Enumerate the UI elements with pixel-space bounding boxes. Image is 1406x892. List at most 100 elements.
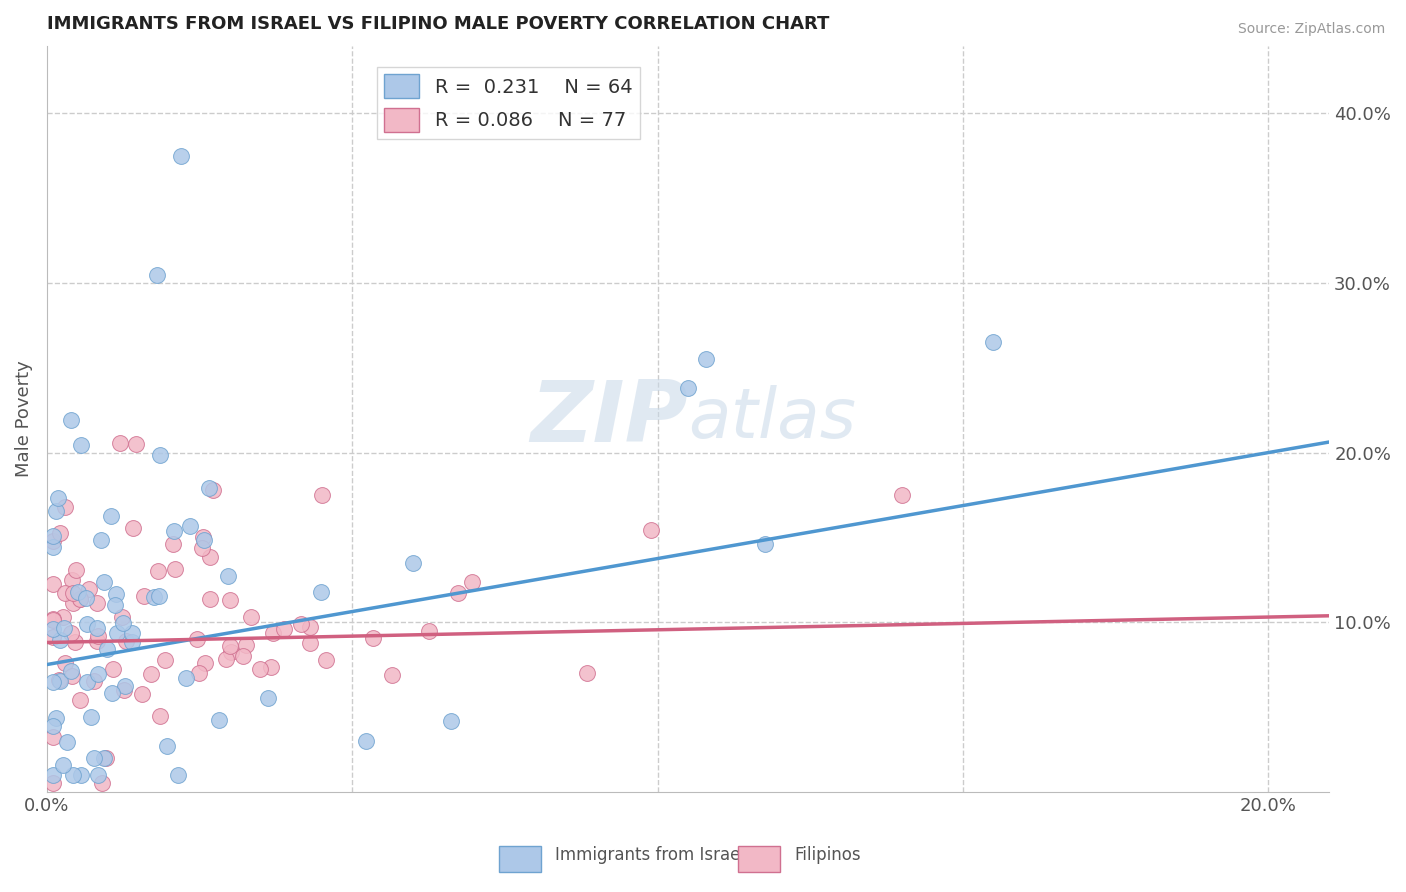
Point: [101, 686, 124, 700]
Point: [149, 448, 172, 462]
Point: [112, 683, 135, 698]
Point: [69, 693, 91, 707]
Point: [299, 620, 322, 634]
Point: [62, 768, 84, 782]
Point: [166, 768, 188, 782]
Point: [890, 488, 912, 502]
Point: [162, 537, 184, 551]
Point: [48, 673, 70, 688]
Point: [48, 673, 70, 688]
Point: [695, 352, 717, 367]
Point: [60, 413, 83, 427]
Point: [165, 562, 187, 576]
Point: [42, 630, 65, 644]
Point: [640, 523, 662, 537]
Point: [42, 622, 65, 636]
Point: [42, 718, 65, 732]
Point: [101, 662, 124, 676]
Point: [42, 674, 65, 689]
Point: [149, 708, 172, 723]
Point: [80, 710, 103, 724]
Point: [208, 713, 231, 727]
Point: [290, 617, 312, 632]
Point: [42, 577, 65, 591]
Point: [67, 585, 90, 599]
Point: [52, 609, 75, 624]
Point: [53, 586, 76, 600]
Text: ZIP: ZIP: [530, 377, 688, 460]
Point: [298, 636, 321, 650]
Point: [51, 757, 73, 772]
Point: [754, 536, 776, 550]
Point: [46, 491, 69, 506]
Point: [256, 691, 278, 706]
Point: [93, 575, 115, 590]
Point: [53, 500, 76, 514]
Point: [232, 648, 254, 663]
Point: [100, 509, 122, 524]
Point: [87, 768, 110, 782]
Point: [186, 632, 208, 647]
Text: Immigrants from Israel: Immigrants from Israel: [555, 847, 745, 864]
Point: [86, 629, 108, 643]
Point: [49, 526, 72, 541]
Point: [201, 483, 224, 498]
Point: [418, 624, 440, 639]
Point: [179, 519, 201, 533]
Point: [217, 568, 239, 582]
Point: [93, 751, 115, 765]
Point: [87, 667, 110, 681]
Y-axis label: Male Poverty: Male Poverty: [15, 360, 32, 477]
Point: [170, 149, 193, 163]
Point: [194, 656, 217, 670]
Point: [575, 665, 598, 680]
Point: [59, 664, 82, 678]
Point: [86, 621, 108, 635]
Point: [215, 651, 238, 665]
Point: [125, 436, 148, 450]
Point: [42, 730, 65, 744]
Point: [65, 563, 87, 577]
Point: [75, 591, 97, 606]
Point: [121, 626, 143, 640]
Point: [440, 714, 463, 728]
Point: [83, 674, 105, 689]
Point: [56, 735, 79, 749]
Point: [311, 585, 333, 599]
Text: atlas: atlas: [688, 385, 856, 452]
Point: [131, 687, 153, 701]
Point: [198, 481, 221, 495]
Point: [90, 533, 112, 548]
Point: [260, 660, 283, 674]
Point: [55, 657, 77, 671]
Point: [69, 592, 91, 607]
Point: [114, 679, 136, 693]
Point: [146, 564, 169, 578]
Point: [139, 666, 162, 681]
Point: [104, 587, 127, 601]
Point: [42, 534, 65, 549]
Point: [49, 633, 72, 648]
Point: [62, 596, 84, 610]
Point: [83, 751, 105, 765]
Point: [105, 626, 128, 640]
Point: [42, 614, 65, 628]
Point: [187, 665, 209, 680]
Point: [77, 582, 100, 597]
Point: [361, 631, 384, 645]
Point: [191, 541, 214, 555]
Point: [381, 668, 404, 682]
Point: [42, 768, 65, 782]
Point: [69, 592, 91, 607]
Point: [354, 734, 377, 748]
Point: [76, 674, 98, 689]
Point: [86, 596, 108, 610]
Point: [60, 573, 83, 587]
Point: [114, 633, 136, 648]
Point: [461, 574, 484, 589]
Point: [69, 768, 91, 782]
Point: [59, 625, 82, 640]
Text: Source: ZipAtlas.com: Source: ZipAtlas.com: [1237, 22, 1385, 37]
Point: [219, 592, 242, 607]
Point: [162, 524, 184, 538]
